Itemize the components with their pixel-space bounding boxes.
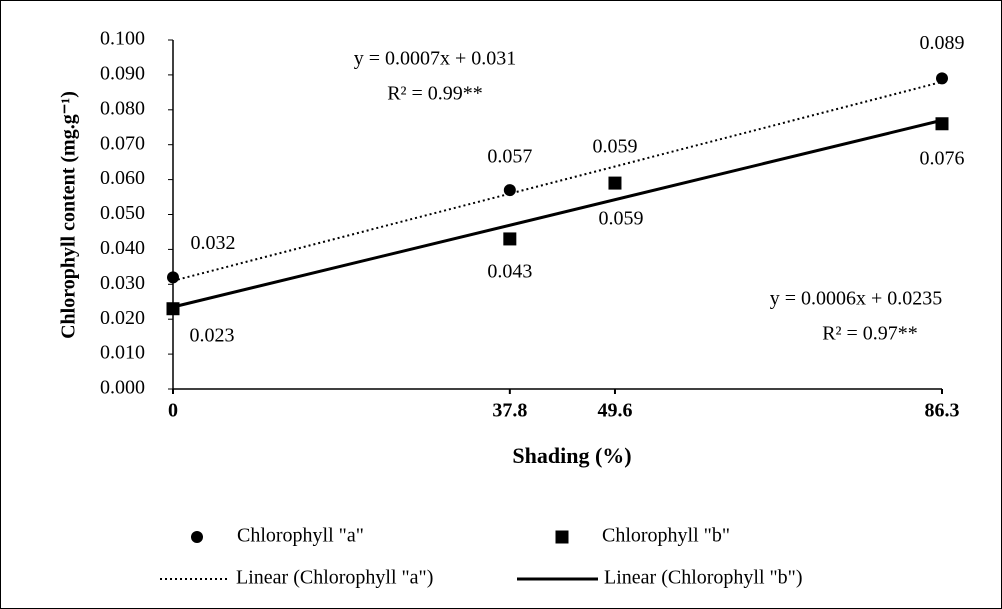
trendline [172,80,943,282]
y-tick-label: 0.060 [100,167,145,189]
y-tick-label: 0.070 [100,132,145,154]
data-label: 0.089 [920,32,965,54]
legend-marker [555,530,569,544]
equation: y = 0.0006x + 0.0235 [770,288,943,310]
legend-label: Chlorophyll "a" [237,525,364,547]
r-squared: R² = 0.97** [822,323,918,345]
legend-label: Linear (Chlorophyll "b") [604,567,803,589]
equation: y = 0.0007x + 0.031 [354,48,517,70]
y-tick-label: 0.040 [100,237,145,259]
y-tick-label: 0.090 [100,62,145,84]
point [166,302,180,316]
y-axis-title: Chlorophyll content (mg.g⁻¹) [58,91,80,339]
point [167,271,179,284]
data-label: 0.076 [920,147,965,169]
data-label: 0.059 [592,136,637,158]
point [503,184,516,197]
data-label: 0.032 [191,232,236,254]
point [503,232,517,246]
data-label: 0.043 [487,261,532,283]
x-axis-title: Shading (%) [512,443,631,468]
x-tick-label: 49.6 [597,400,632,422]
y-tick-label: 0.020 [100,307,145,329]
legend-label: Linear (Chlorophyll "a") [236,567,433,589]
x-tick-label: 37.8 [492,400,527,422]
r-squared: R² = 0.99** [387,83,483,105]
y-tick-label: 0.010 [100,342,145,364]
data-label: 0.023 [190,324,235,346]
x-tick-label: 0 [168,400,178,422]
y-tick-label: 0.100 [100,28,145,50]
point [935,117,949,131]
data-label: 0.059 [598,208,643,230]
point [936,72,948,85]
y-tick-label: 0.000 [100,377,145,399]
data-label: 0.057 [487,146,532,168]
legend-label: Chlorophyll "b" [602,525,730,547]
y-tick-label: 0.030 [100,272,145,294]
legend-marker [191,531,203,543]
x-tick-label: 86.3 [925,400,960,422]
y-tick-label: 0.080 [100,97,145,119]
y-tick-label: 0.050 [100,202,145,224]
trendline [172,118,943,309]
point [608,176,622,190]
